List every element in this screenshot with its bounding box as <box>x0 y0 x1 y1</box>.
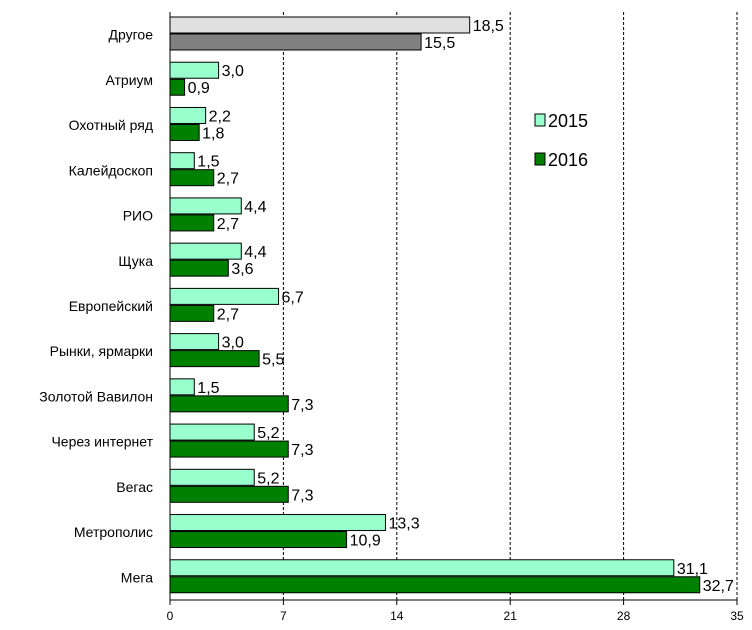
legend-label-2016: 2016 <box>548 150 588 170</box>
bar-2015-11 <box>169 514 386 532</box>
bar-2015-10 <box>169 468 255 486</box>
value-label-2015-5: 4,4 <box>244 244 266 261</box>
bar-2015-0 <box>169 16 471 34</box>
category-label-4: РИО <box>123 208 153 224</box>
value-label-2015-9: 5,2 <box>257 425 279 442</box>
value-label-2016-6: 2,7 <box>217 306 239 323</box>
bar-2016-2 <box>169 123 200 141</box>
bar-2016-4 <box>169 214 215 232</box>
category-label-12: Мега <box>121 569 153 585</box>
bar-2015-2 <box>169 106 207 124</box>
value-label-2015-10: 5,2 <box>257 470 279 487</box>
bar-2015-4 <box>169 197 242 215</box>
value-label-2015-3: 1,5 <box>197 154 219 171</box>
category-label-3: Калейдоскоп <box>69 162 153 178</box>
value-label-2015-2: 2,2 <box>209 108 231 125</box>
value-label-2015-6: 6,7 <box>282 289 304 306</box>
value-labels: 18,515,53,00,92,21,81,52,74,42,74,43,66,… <box>188 18 734 595</box>
bar-2015-3 <box>169 152 195 170</box>
value-label-2016-2: 1,8 <box>202 125 224 142</box>
value-label-2016-3: 2,7 <box>217 171 239 188</box>
bar-2016-5 <box>169 259 229 277</box>
category-label-10: Вегас <box>116 479 153 495</box>
category-label-9: Через интернет <box>51 434 153 450</box>
bar-2015-12 <box>169 559 675 577</box>
bar-2015-8 <box>169 378 195 396</box>
bar-2015-1 <box>169 61 220 79</box>
x-tick-label-21: 21 <box>504 609 518 623</box>
bar-2016-12 <box>169 576 701 594</box>
value-label-2016-9: 7,3 <box>291 442 313 459</box>
category-label-7: Рынки, ярмарки <box>50 343 153 359</box>
value-label-2016-5: 3,6 <box>231 261 253 278</box>
category-label-6: Европейский <box>69 298 153 314</box>
legend-label-2015: 2015 <box>548 111 588 131</box>
category-label-2: Охотный ряд <box>69 117 153 133</box>
category-label-8: Золотой Вавилон <box>39 388 153 404</box>
bar-2015-7 <box>169 333 220 351</box>
bar-2015-6 <box>169 287 280 305</box>
bar-2016-1 <box>169 78 186 96</box>
value-label-2016-4: 2,7 <box>217 216 239 233</box>
value-label-2016-11: 10,9 <box>350 533 381 550</box>
value-label-2016-12: 32,7 <box>703 578 734 595</box>
value-label-2015-8: 1,5 <box>197 380 219 397</box>
category-label-1: Атриум <box>105 72 153 88</box>
bar-2016-3 <box>169 169 215 187</box>
legend-swatch-2015 <box>534 113 546 127</box>
bar-2016-9 <box>169 440 289 458</box>
value-label-2015-0: 18,5 <box>473 18 504 35</box>
bar-2015-9 <box>169 423 255 441</box>
x-tick-label-14: 14 <box>390 609 404 623</box>
bar-2016-7 <box>169 350 260 368</box>
value-label-2016-7: 5,5 <box>262 352 284 369</box>
value-label-2015-12: 31,1 <box>677 561 708 578</box>
value-label-2015-7: 3,0 <box>222 335 244 352</box>
bars <box>169 16 701 594</box>
value-label-2015-11: 13,3 <box>388 516 419 533</box>
x-tick-label-28: 28 <box>617 609 631 623</box>
category-label-11: Метрополис <box>74 524 153 540</box>
legend-swatch-2016 <box>534 152 546 166</box>
value-label-2016-10: 7,3 <box>291 487 313 504</box>
bar-2016-11 <box>169 531 348 549</box>
value-label-2016-0: 15,5 <box>424 35 455 52</box>
x-tick-label-35: 35 <box>730 609 744 623</box>
category-labels: Другое Атриум Охотный ряд Калейдоскоп РИО Щук… <box>39 27 153 586</box>
bar-2016-8 <box>169 395 289 413</box>
legend: 2015 2016 <box>534 111 588 170</box>
value-label-2015-4: 4,4 <box>244 199 266 216</box>
x-tick-labels: 0 7 14 21 28 35 <box>167 600 744 623</box>
category-label-5: Щука <box>118 253 153 269</box>
value-label-2015-1: 3,0 <box>222 63 244 80</box>
bar-2016-10 <box>169 485 289 503</box>
value-label-2016-8: 7,3 <box>291 397 313 414</box>
gridlines <box>282 12 738 600</box>
category-label-0: Другое <box>109 27 154 43</box>
bar-2015-5 <box>169 242 242 260</box>
value-label-2016-1: 0,9 <box>188 80 210 97</box>
x-tick-label-7: 7 <box>280 609 287 623</box>
bar-2016-0 <box>169 33 422 51</box>
bar-2016-6 <box>169 304 215 322</box>
x-tick-label-0: 0 <box>167 609 174 623</box>
axes <box>169 12 737 601</box>
